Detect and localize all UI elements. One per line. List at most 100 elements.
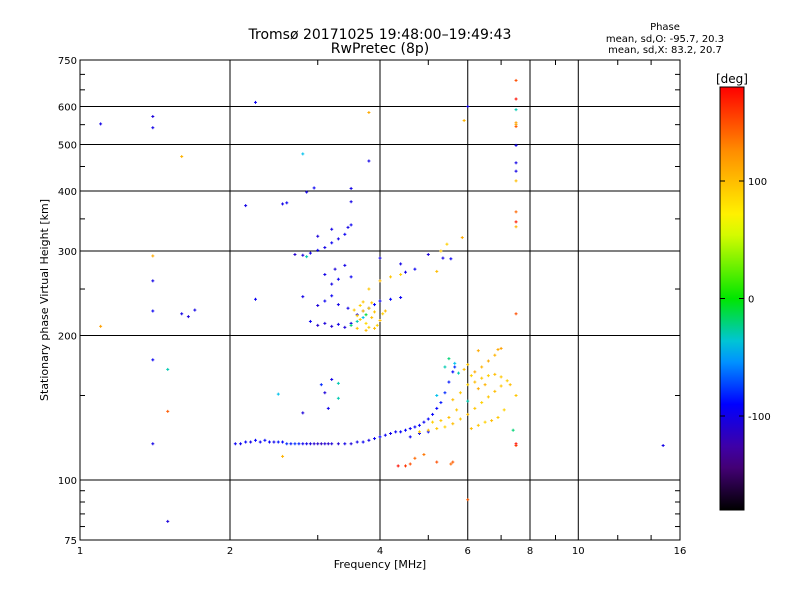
data-point: [330, 241, 334, 245]
data-point: [151, 114, 155, 118]
data-point: [435, 427, 439, 431]
y-tick-label: 200: [58, 332, 77, 343]
data-point: [373, 326, 377, 330]
data-point: [403, 270, 407, 274]
data-point: [253, 100, 257, 104]
data-point: [330, 324, 334, 328]
data-point: [343, 263, 347, 267]
data-point: [312, 442, 316, 446]
x-axis-label: Frequency [MHz]: [334, 558, 426, 571]
data-point: [514, 312, 518, 316]
data-point: [439, 419, 443, 423]
colorbar-tick-label: 100: [748, 177, 767, 188]
data-point: [469, 427, 473, 431]
data-point: [151, 254, 155, 258]
data-point: [451, 370, 455, 374]
data-point: [389, 275, 393, 279]
data-point: [358, 303, 362, 307]
data-point: [99, 122, 103, 126]
data-point: [346, 306, 350, 310]
data-point: [281, 202, 285, 206]
data-point: [457, 371, 461, 375]
colorbar-label: [deg]: [716, 72, 748, 86]
data-point: [364, 313, 368, 317]
data-point: [486, 395, 490, 399]
data-point: [361, 316, 365, 320]
data-point: [355, 319, 359, 323]
data-point: [378, 256, 382, 260]
x-tick-label: 4: [377, 546, 383, 557]
data-point: [480, 365, 484, 369]
data-point: [293, 442, 297, 446]
data-point: [439, 401, 443, 405]
data-point: [413, 425, 417, 429]
data-point: [336, 277, 340, 281]
data-point: [305, 442, 309, 446]
data-point: [661, 444, 665, 448]
data-point: [396, 464, 400, 468]
data-point: [301, 295, 305, 299]
data-point: [399, 262, 403, 266]
data-point: [244, 440, 248, 444]
data-point: [323, 391, 327, 395]
data-point: [435, 460, 439, 464]
data-point: [473, 370, 477, 374]
data-point: [493, 372, 497, 376]
data-point: [285, 442, 289, 446]
data-point: [493, 353, 497, 357]
data-points: [99, 78, 665, 523]
data-point: [367, 438, 371, 442]
data-point: [451, 398, 455, 402]
data-point: [449, 257, 453, 261]
data-point: [253, 297, 257, 301]
data-point: [403, 428, 407, 432]
data-point: [476, 349, 480, 353]
data-point: [426, 253, 430, 257]
data-point: [361, 309, 365, 313]
data-point: [455, 408, 459, 412]
data-point: [476, 423, 480, 427]
data-point: [361, 300, 365, 304]
data-point: [373, 303, 377, 307]
data-point: [301, 411, 305, 415]
data-point: [373, 437, 377, 441]
data-point: [151, 279, 155, 283]
data-point: [253, 438, 257, 442]
data-point: [466, 399, 470, 403]
data-point: [349, 200, 353, 204]
data-point: [453, 361, 457, 365]
data-point: [330, 294, 334, 298]
data-point: [389, 297, 393, 301]
data-point: [486, 359, 490, 363]
data-point: [336, 322, 340, 326]
phase-title: Phase: [650, 22, 680, 33]
y-tick-label: 400: [58, 187, 77, 198]
data-point: [490, 419, 494, 423]
data-point: [258, 440, 262, 444]
data-point: [151, 442, 155, 446]
data-point: [480, 401, 484, 405]
data-point: [367, 306, 371, 310]
data-point: [367, 111, 371, 115]
data-point: [316, 234, 320, 238]
data-point: [364, 321, 368, 325]
data-point: [301, 442, 305, 446]
data-point: [447, 357, 451, 361]
data-point: [483, 383, 487, 387]
data-point: [355, 314, 359, 318]
data-point: [378, 435, 382, 439]
data-point: [514, 442, 518, 446]
data-point: [276, 392, 280, 396]
data-point: [323, 246, 327, 250]
data-point: [151, 309, 155, 313]
data-point: [514, 225, 518, 229]
data-point: [426, 417, 430, 421]
data-point: [336, 381, 340, 385]
data-point: [493, 389, 497, 393]
data-point: [239, 442, 243, 446]
data-point: [355, 326, 359, 330]
data-point: [272, 440, 276, 444]
data-point: [460, 236, 464, 240]
data-point: [389, 432, 393, 436]
